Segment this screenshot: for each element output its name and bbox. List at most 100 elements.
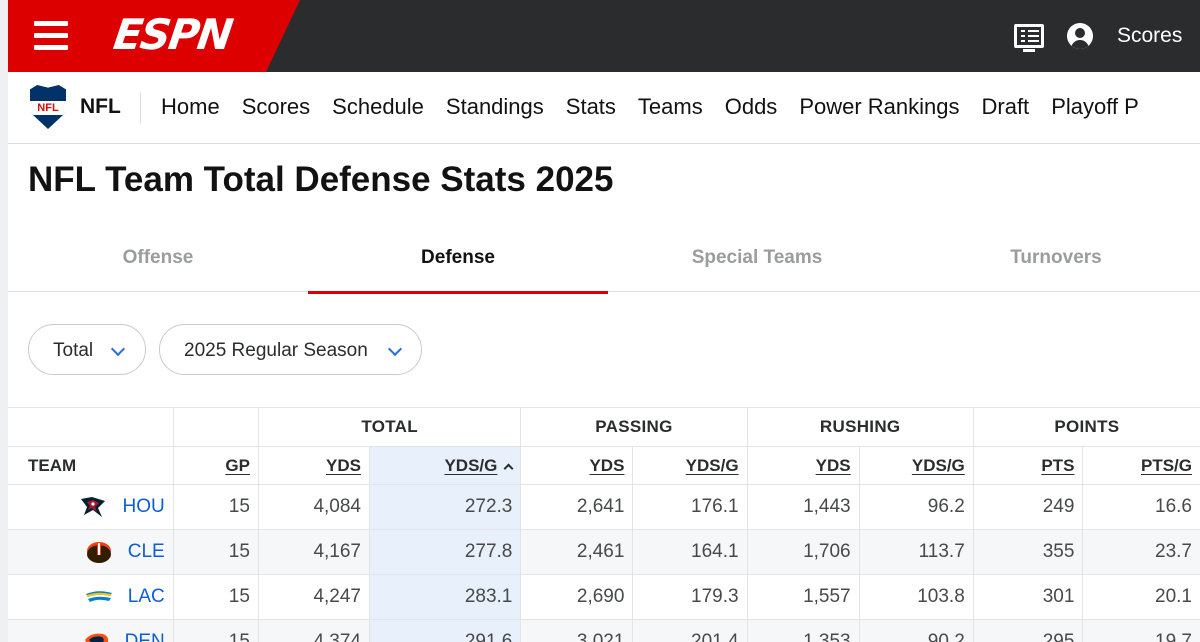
- cell-total-ydsg: 291.6: [369, 619, 522, 642]
- col-rush-ydsg[interactable]: YDS/G: [859, 446, 974, 485]
- cell-pts: 249: [973, 484, 1084, 530]
- col-total-ydsg[interactable]: YDS/G: [369, 446, 522, 485]
- column-header-row: TEAM GP YDS YDS/G YDS YDS/G YDS YDS/G PT…: [8, 446, 1200, 485]
- col-ptsg[interactable]: PTS/G: [1082, 446, 1200, 485]
- espn-logo[interactable]: ESPN: [110, 10, 235, 59]
- broncos-logo-icon[interactable]: [81, 630, 111, 642]
- cell-total-ydsg: 283.1: [369, 574, 522, 620]
- cell-gp: 15: [173, 529, 259, 575]
- nfl-shield-icon[interactable]: NFL: [30, 85, 66, 129]
- cell-gp: 15: [173, 574, 259, 620]
- subnav-item-teams[interactable]: Teams: [637, 94, 703, 119]
- cell-pass-ydsg: 201.4: [632, 619, 748, 642]
- cell-rush-yds: 1,557: [747, 574, 860, 620]
- league-name[interactable]: NFL: [80, 95, 121, 118]
- cell-pass-yds: 2,690: [520, 574, 634, 620]
- cell-ptsg: 16.6: [1082, 484, 1200, 530]
- cell-pts: 295: [973, 619, 1084, 642]
- team-cell: LAC: [8, 574, 174, 620]
- subnav-divider: [140, 92, 141, 124]
- cell-ptsg: 20.1: [1082, 574, 1200, 620]
- menu-icon[interactable]: [34, 21, 68, 51]
- subnav-item-scores[interactable]: Scores: [241, 94, 311, 119]
- subnav-item-odds[interactable]: Odds: [724, 94, 778, 119]
- cell-total-yds: 4,247: [258, 574, 370, 620]
- tab-turnovers[interactable]: Turnovers: [1010, 247, 1102, 268]
- stat-tabs: Offense Defense Special Teams Turnovers: [8, 230, 1200, 294]
- season-dropdown[interactable]: 2025 Regular Season: [159, 324, 422, 375]
- tab-offense[interactable]: Offense: [122, 247, 194, 268]
- chevron-down-icon: [110, 341, 126, 357]
- group-spacer: [173, 407, 259, 447]
- subnav-item-standings[interactable]: Standings: [445, 94, 544, 119]
- cell-total-yds: 4,374: [258, 619, 370, 642]
- tv-guide-icon[interactable]: [1014, 24, 1044, 52]
- subnav-item-home[interactable]: Home: [161, 94, 220, 119]
- split-dropdown[interactable]: Total: [28, 324, 146, 375]
- cell-rush-ydsg: 90.2: [859, 619, 974, 642]
- top-header: ESPN Scores: [0, 0, 1200, 72]
- cell-pass-ydsg: 179.3: [632, 574, 748, 620]
- table-row: CLE 15 4,167 277.8 2,461 164.1 1,706 113…: [8, 529, 1200, 575]
- subnav-links: Home Scores Schedule Standings Stats Teams Odd…: [161, 94, 1161, 120]
- league-subnav: NFL NFL Home Scores Schedule Standings Stats…: [8, 72, 1200, 144]
- defense-stats-table: TOTAL PASSING RUSHING POINTS TEAM GP YDS…: [8, 407, 1200, 642]
- tab-defense[interactable]: Defense: [308, 230, 608, 294]
- cell-gp: 15: [173, 619, 259, 642]
- table-row: HOU 15 4,084 272.3 2,641 176.1 1,443 96.…: [8, 484, 1200, 530]
- team-link[interactable]: LAC: [127, 586, 165, 607]
- group-passing: PASSING: [520, 407, 748, 447]
- cell-total-yds: 4,167: [258, 529, 370, 575]
- chevron-down-icon: [387, 341, 403, 357]
- table-row: DEN 15 4,374 291.6 3,021 201.4 1,353 90.…: [8, 619, 1200, 642]
- cell-rush-ydsg: 96.2: [859, 484, 974, 530]
- scores-link[interactable]: Scores: [1117, 24, 1183, 47]
- texans-logo-icon[interactable]: [78, 495, 108, 519]
- tab-special-teams[interactable]: Special Teams: [691, 247, 823, 268]
- team-link[interactable]: DEN: [124, 631, 165, 642]
- table-row: LAC 15 4,247 283.1 2,690 179.3 1,557 103…: [8, 574, 1200, 620]
- cell-total-ydsg: 277.8: [369, 529, 522, 575]
- subnav-item-playoff[interactable]: Playoff P: [1051, 94, 1139, 119]
- cell-pts: 301: [973, 574, 1084, 620]
- user-icon[interactable]: [1067, 23, 1093, 49]
- cell-ptsg: 19.7: [1082, 619, 1200, 642]
- sort-ascending-icon: [503, 463, 514, 473]
- col-total-yds[interactable]: YDS: [258, 446, 370, 485]
- split-dropdown-value: Total: [53, 340, 94, 361]
- cell-pts: 355: [973, 529, 1084, 575]
- team-link[interactable]: CLE: [127, 541, 165, 562]
- cell-rush-yds: 1,443: [747, 484, 860, 530]
- cell-gp: 15: [173, 484, 259, 530]
- cell-total-ydsg: 272.3: [369, 484, 522, 530]
- team-cell: DEN: [8, 619, 174, 642]
- group-total: TOTAL: [258, 407, 522, 447]
- cell-total-yds: 4,084: [258, 484, 370, 530]
- col-pts[interactable]: PTS: [973, 446, 1084, 485]
- cell-rush-ydsg: 103.8: [859, 574, 974, 620]
- col-gp[interactable]: GP: [173, 446, 259, 485]
- page-edge: [0, 0, 8, 642]
- col-rush-yds[interactable]: YDS: [747, 446, 860, 485]
- group-rushing: RUSHING: [747, 407, 974, 447]
- subnav-item-stats[interactable]: Stats: [565, 94, 616, 119]
- season-dropdown-value: 2025 Regular Season: [184, 340, 368, 361]
- cell-pass-yds: 2,641: [520, 484, 634, 530]
- cell-ptsg: 23.7: [1082, 529, 1200, 575]
- col-pass-yds[interactable]: YDS: [520, 446, 634, 485]
- group-spacer: [8, 407, 174, 447]
- cell-pass-yds: 2,461: [520, 529, 634, 575]
- cell-rush-yds: 1,706: [747, 529, 860, 575]
- chargers-logo-icon[interactable]: [84, 585, 114, 609]
- cell-rush-yds: 1,353: [747, 619, 860, 642]
- cell-rush-ydsg: 113.7: [859, 529, 974, 575]
- browns-logo-icon[interactable]: [84, 540, 114, 564]
- subnav-item-draft[interactable]: Draft: [981, 94, 1030, 119]
- cell-pass-ydsg: 164.1: [632, 529, 748, 575]
- col-pass-ydsg[interactable]: YDS/G: [632, 446, 748, 485]
- subnav-item-power-rankings[interactable]: Power Rankings: [799, 94, 960, 119]
- cell-pass-yds: 3,021: [520, 619, 634, 642]
- subnav-item-schedule[interactable]: Schedule: [332, 94, 424, 119]
- col-team: TEAM: [8, 446, 174, 485]
- team-link[interactable]: HOU: [122, 496, 165, 517]
